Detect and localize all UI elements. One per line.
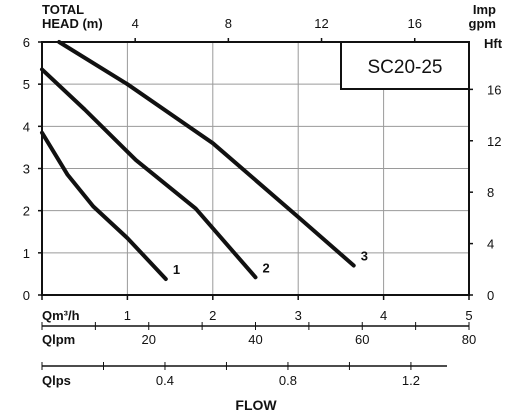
y-right-tick-label: 16 (487, 82, 501, 97)
y-tick-label: 6 (23, 35, 30, 50)
imp-gpm-line2: gpm (469, 16, 496, 31)
y-right-tick-label: 8 (487, 185, 494, 200)
y-tick-label: 2 (23, 204, 30, 219)
qlps-tick-label: 0.4 (156, 373, 174, 388)
y-tick-label: 4 (23, 119, 30, 134)
qlps-tick-label: 1.2 (402, 373, 420, 388)
x-top-tick-label: 12 (314, 16, 328, 31)
model-box-frame (340, 41, 470, 90)
x-tick-label: 2 (209, 308, 216, 323)
y-right-tick-label: 4 (487, 237, 494, 252)
y-tick-label: 0 (23, 288, 30, 303)
qlpm-tick-label: 60 (355, 332, 369, 347)
qlpm-tick-label: 80 (462, 332, 476, 347)
qlps-tick-label: 0.8 (279, 373, 297, 388)
x-tick-label: 1 (124, 308, 131, 323)
curves: 1 2 3 (40, 40, 368, 281)
pump-curve-1 (40, 130, 168, 281)
model-box-label: SC20-25 (368, 57, 443, 78)
imp-gpm-line1: Imp (473, 2, 496, 17)
axes (38, 38, 473, 370)
qlpm-tick-label: 40 (248, 332, 262, 347)
x-tick-label: 3 (295, 308, 302, 323)
x-top-tick-label: 16 (407, 16, 421, 31)
pump-curve-3 (57, 40, 356, 268)
curve-label-1: 1 (173, 262, 180, 277)
y-right-tick-label: 12 (487, 134, 501, 149)
y-right-tick-label: 0 (487, 288, 494, 303)
head-title-line1: TOTAL (42, 2, 84, 17)
flow-label: FLOW (235, 397, 277, 413)
head-title-line2: HEAD (m) (42, 16, 103, 31)
qlpm-tick-label: 20 (142, 332, 156, 347)
qlps-label: Qlps (42, 373, 71, 388)
y-tick-label: 3 (23, 162, 30, 177)
x-top-tick-label: 4 (132, 16, 139, 31)
qlpm-label: Qlpm (42, 332, 75, 347)
qm3h-label: Qm³/h (42, 308, 80, 323)
curve-label-3: 3 (361, 248, 368, 263)
model-box: SC20-25 (340, 41, 470, 90)
x-top-tick-label: 8 (225, 16, 232, 31)
y-tick-label: 1 (23, 246, 30, 261)
x-tick-label: 5 (465, 308, 472, 323)
y-tick-label: 5 (23, 77, 30, 92)
x-tick-label: 4 (380, 308, 387, 323)
curve-label-2: 2 (263, 260, 270, 275)
pump-curve-2 (40, 67, 258, 280)
hft-label: Hft (484, 36, 503, 51)
